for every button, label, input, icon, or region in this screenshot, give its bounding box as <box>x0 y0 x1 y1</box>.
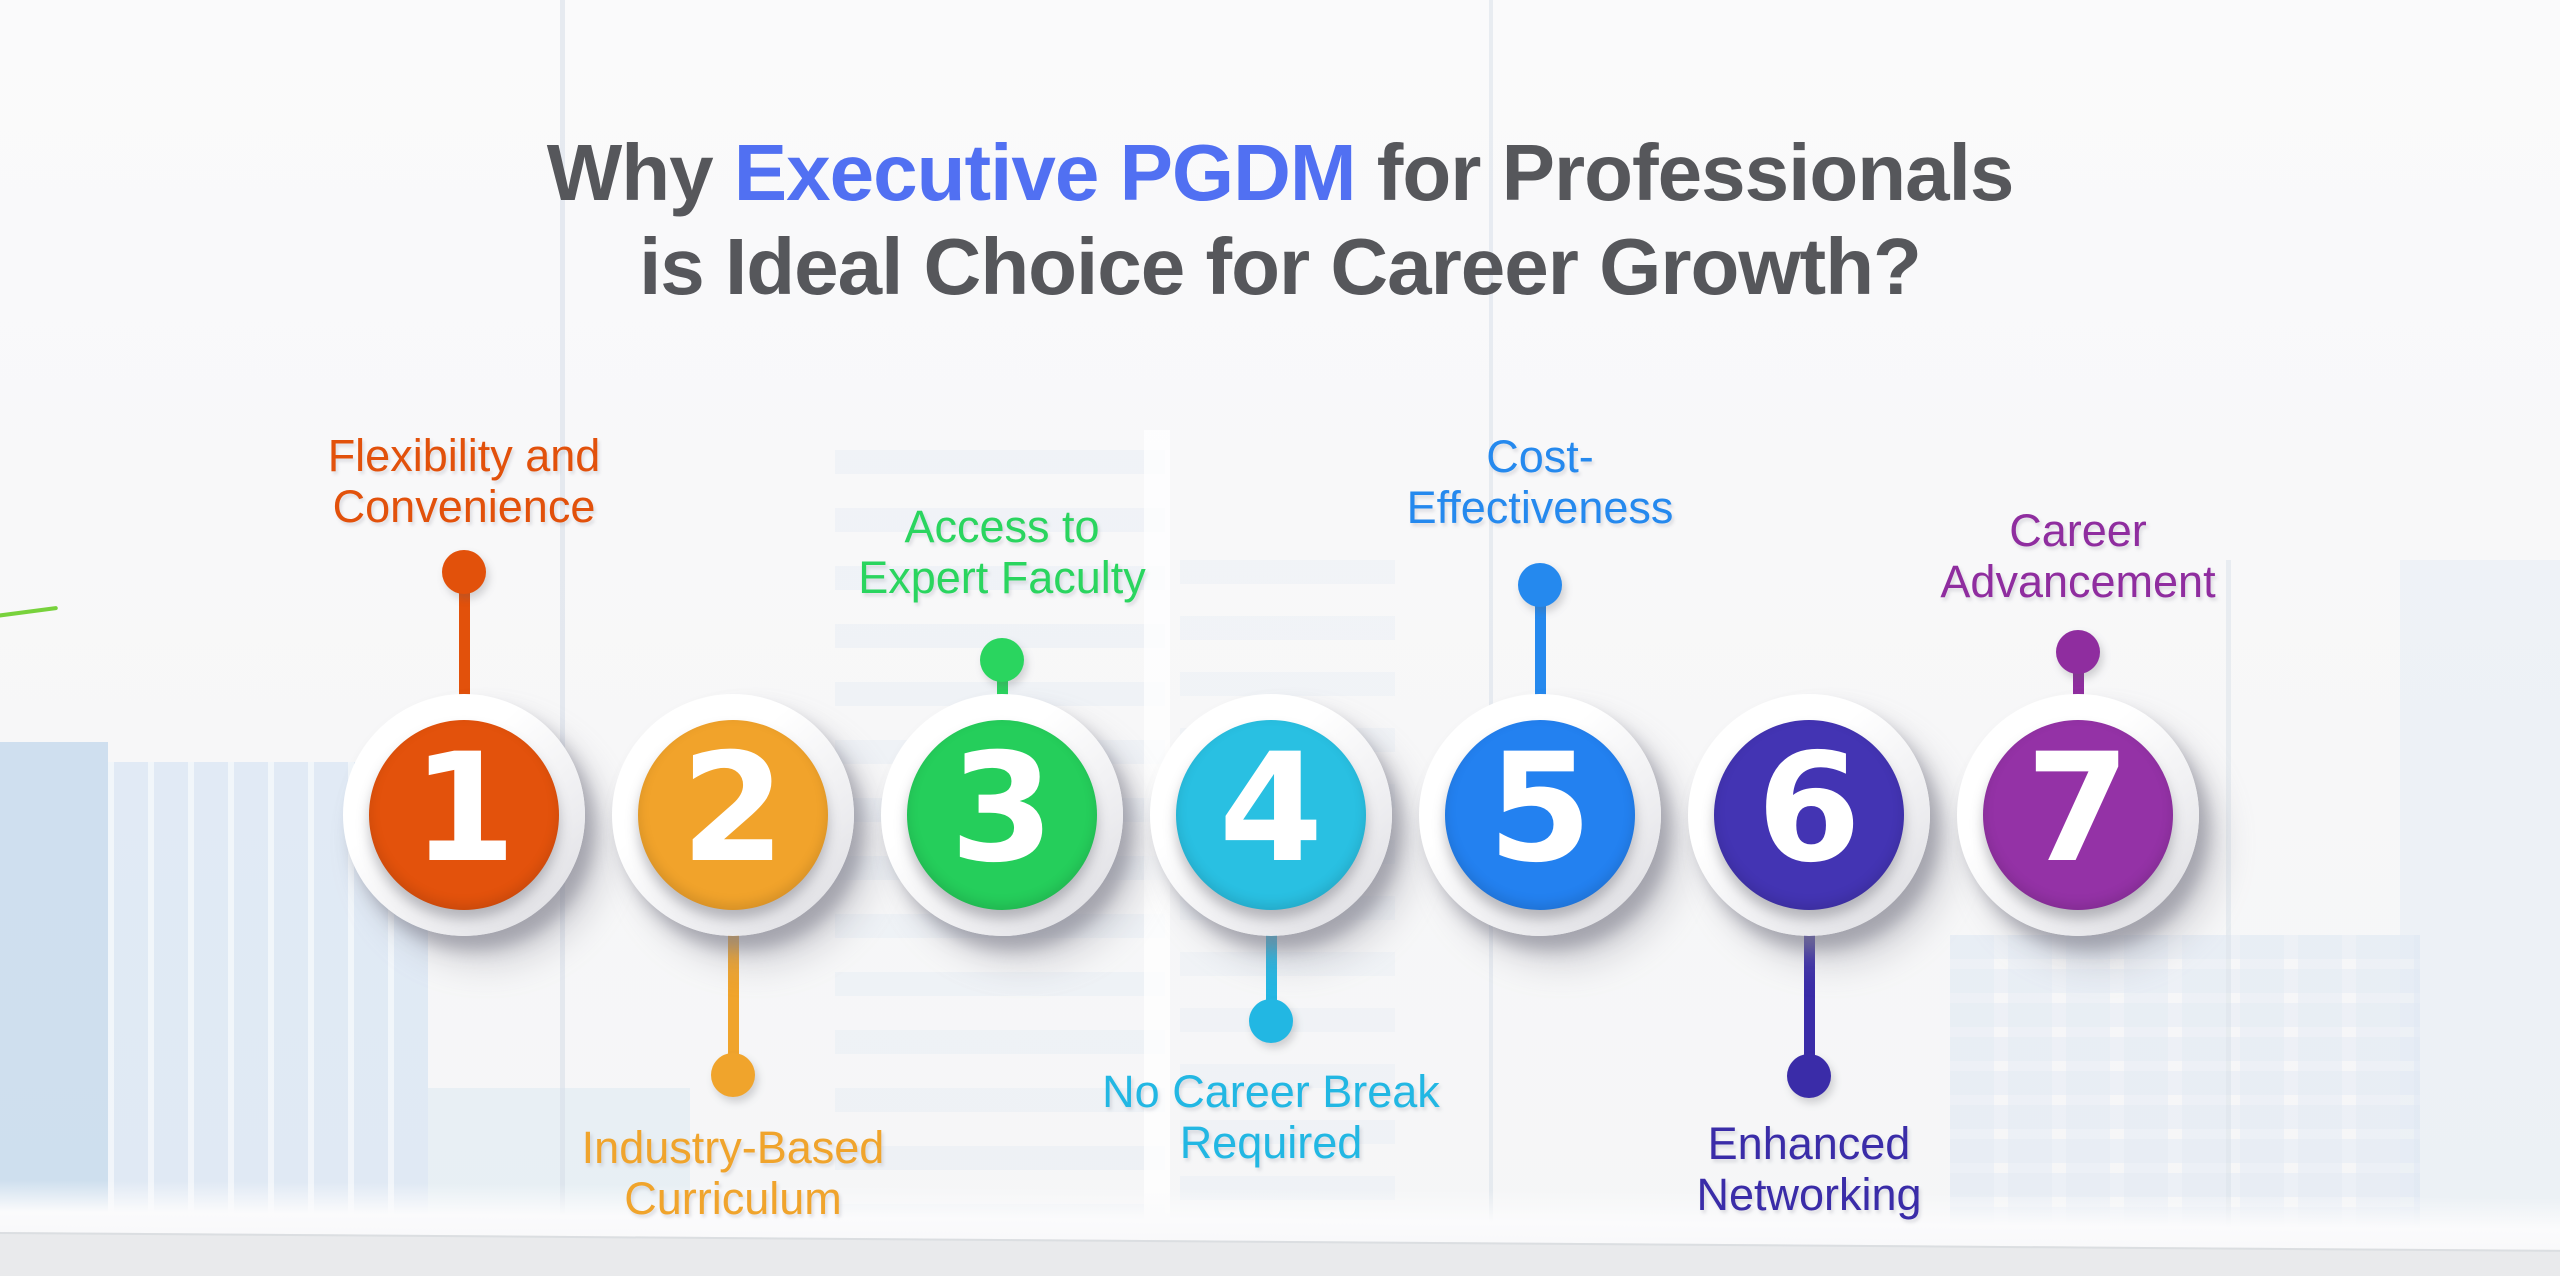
number-circle-ring: 7 <box>1957 694 2199 936</box>
title-prefix: Why <box>546 128 734 217</box>
number-circle: 5 <box>1445 720 1635 910</box>
number-circle: 3 <box>907 720 1097 910</box>
page-title: Why Executive PGDM for Professionals is … <box>0 126 2560 314</box>
step-label-line1: Industry-Based <box>581 1122 885 1173</box>
number-circle-ring: 1 <box>343 694 585 936</box>
step-label-line1: Enhanced <box>1707 1118 1911 1169</box>
step-label-line2: Expert Faculty <box>858 552 1146 603</box>
background-facade-right <box>2400 560 2560 1236</box>
connector-stem <box>1266 928 1277 1021</box>
connector-stem <box>2073 652 2084 708</box>
step-label: Industry-Based Curriculum <box>453 1122 1013 1224</box>
step-label-line2: Advancement <box>1940 556 2216 607</box>
background-building-left <box>0 742 108 1276</box>
step-label-line2: Effectiveness <box>1406 482 1674 533</box>
step-label: Flexibility and Convenience <box>184 430 744 532</box>
number-circle-ring: 2 <box>612 694 854 936</box>
step-number: 4 <box>1218 722 1324 896</box>
green-accent-line <box>0 605 58 619</box>
connector-dot <box>1787 1054 1831 1098</box>
connector-dot <box>442 550 486 594</box>
connector-stem <box>1804 928 1815 1076</box>
step-label: Access to Expert Faculty <box>722 501 1282 603</box>
step-number: 2 <box>680 722 786 896</box>
step-number: 3 <box>949 722 1055 896</box>
number-circle-ring: 6 <box>1688 694 1930 936</box>
connector-dot <box>980 638 1024 682</box>
step-label: Cost- Effectiveness <box>1260 431 1820 533</box>
floor-strip <box>0 1232 2560 1276</box>
connector-dot <box>2056 630 2100 674</box>
desk-surface <box>0 1180 2560 1256</box>
step-label: Career Advancement <box>1798 505 2358 607</box>
title-highlight: Executive PGDM <box>733 128 1357 217</box>
connector-stem <box>1535 585 1546 708</box>
step-label: Enhanced Networking <box>1529 1118 2089 1220</box>
title-suffix: for Professionals <box>1355 128 2015 217</box>
step-number: 5 <box>1487 722 1593 896</box>
step-label-line2: Networking <box>1696 1169 1922 1220</box>
step-label-line1: Flexibility and <box>327 430 601 481</box>
step-number: 7 <box>2025 722 2131 896</box>
number-circle: 6 <box>1714 720 1904 910</box>
step-label-line1: Cost- <box>1486 431 1594 482</box>
step-label-line2: Required <box>1179 1117 1363 1168</box>
step-label-line2: Convenience <box>332 481 596 532</box>
step-number: 1 <box>411 722 517 896</box>
connector-dot <box>1249 999 1293 1043</box>
number-circle: 4 <box>1176 720 1366 910</box>
step-label-line2: Curriculum <box>624 1173 842 1224</box>
page-title-line2: is Ideal Choice for Career Growth? <box>639 222 1922 311</box>
connector-stem <box>997 660 1008 708</box>
step-label-line1: Access to <box>904 501 1100 552</box>
connector-stem <box>728 928 739 1075</box>
number-circle-ring: 3 <box>881 694 1123 936</box>
step-number: 6 <box>1756 722 1862 896</box>
number-circle: 7 <box>1983 720 2173 910</box>
page-title-line1: Why Executive PGDM for Professionals <box>0 126 2560 220</box>
step-label: No Career Break Required <box>991 1066 1551 1168</box>
window-mullion-line-3 <box>2226 560 2231 1235</box>
connector-stem <box>459 572 470 708</box>
step-label-line1: No Career Break <box>1102 1066 1440 1117</box>
number-circle: 1 <box>369 720 559 910</box>
number-circle-ring: 4 <box>1150 694 1392 936</box>
number-circle: 2 <box>638 720 828 910</box>
step-label-line1: Career <box>2009 505 2147 556</box>
connector-dot <box>1518 563 1562 607</box>
connector-dot <box>711 1053 755 1097</box>
number-circle-ring: 5 <box>1419 694 1661 936</box>
